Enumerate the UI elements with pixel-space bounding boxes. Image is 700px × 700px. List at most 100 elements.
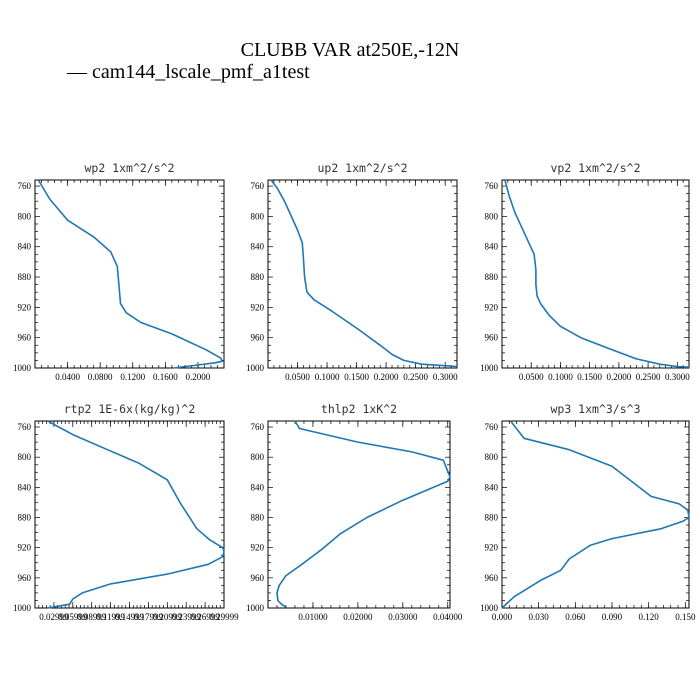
y-tick-label: 880: [251, 513, 265, 523]
panel-title: vp2 1xm^2/s^2: [550, 161, 640, 175]
y-tick-label: 880: [485, 513, 499, 523]
x-tick-label: 0.2500: [403, 372, 428, 382]
x-tick-label: 0.3000: [433, 372, 458, 382]
y-tick-label: 1000: [246, 363, 265, 373]
y-tick-label: 920: [485, 543, 499, 553]
x-tick-label: 0.11999: [96, 612, 125, 622]
plot-frame: [267, 420, 451, 609]
y-tick-label: 840: [18, 482, 32, 492]
panels-group: wp2 1xm^2/s^2 760 800 840 880 920 960 1000 0.040…: [13, 161, 696, 622]
panel-1: wp2 1xm^2/s^2 760 800 840 880 920 960 1000 0.040…: [13, 161, 225, 382]
x-tick-label: 0.0400: [55, 372, 80, 382]
y-tick-label: 920: [18, 543, 32, 553]
x-tick-label: 0.2500: [636, 372, 661, 382]
y-tick-label: 960: [18, 333, 32, 343]
y-tick-label: 760: [18, 181, 32, 191]
x-tick-label: 0.2000: [186, 372, 211, 382]
panel-2: up2 1xm^2/s^2 760 800 840 880 920 960 1000 0.050…: [246, 161, 458, 382]
panel-title: up2 1xm^2/s^2: [317, 161, 407, 175]
y-tick-label: 800: [251, 211, 265, 221]
x-tick-label: 0.2000: [607, 372, 632, 382]
y-tick-label: 760: [251, 422, 265, 432]
plot-frame: [34, 179, 225, 369]
x-tick-label: 0.03000: [388, 612, 418, 622]
series-line: [270, 179, 458, 368]
x-tick-label: 0.1500: [577, 372, 602, 382]
x-tick-label: 0.2000: [374, 372, 399, 382]
y-tick-label: 760: [485, 422, 499, 432]
y-tick-label: 840: [251, 482, 265, 492]
x-tick-label: 0.120: [639, 612, 660, 622]
series-line: [37, 179, 224, 369]
y-tick-label: 1000: [13, 603, 32, 613]
y-tick-label: 1000: [246, 603, 265, 613]
x-tick-label: 0.1000: [315, 372, 340, 382]
y-tick-label: 960: [18, 573, 32, 583]
y-tick-label: 960: [485, 333, 499, 343]
y-tick-label: 880: [18, 272, 32, 282]
y-tick-label: 840: [251, 242, 265, 252]
y-tick-label: 880: [485, 272, 499, 282]
x-tick-label: 0.0800: [88, 372, 113, 382]
x-tick-label: 0.04000: [433, 612, 463, 622]
x-tick-label: 0.17999: [134, 612, 164, 622]
y-tick-label: 760: [485, 181, 499, 191]
x-tick-label: 0.1200: [120, 372, 145, 382]
plot-frame: [267, 179, 458, 369]
x-tick-label: 0.0500: [285, 372, 310, 382]
figure-legend: — cam144_lscale_pmf_a1test: [66, 61, 310, 83]
plot-frame: [501, 420, 690, 609]
panel-title: wp3 1xm^3/s^3: [550, 402, 640, 416]
x-tick-label: 0.090: [602, 612, 623, 622]
y-tick-label: 800: [18, 211, 32, 221]
y-tick-label: 800: [485, 452, 499, 462]
x-tick-label: 0.000: [492, 612, 513, 622]
x-tick-label: 0.14999: [115, 612, 145, 622]
panel-6: wp3 1xm^3/s^3 760 800 840 880 920 960 10000.000…: [480, 402, 696, 622]
y-tick-label: 760: [18, 422, 32, 432]
x-tick-label: 0.02000: [343, 612, 373, 622]
x-tick-label: 0.0500: [519, 372, 544, 382]
x-tick-label: 0.05999: [58, 612, 88, 622]
y-tick-label: 800: [485, 211, 499, 221]
x-tick-label: 0.3000: [665, 372, 690, 382]
y-tick-label: 760: [251, 181, 265, 191]
x-tick-label: 0.1000: [548, 372, 573, 382]
x-tick-label: 0.060: [565, 612, 586, 622]
y-tick-label: 920: [251, 302, 265, 312]
panel-title: wp2 1xm^2/s^2: [84, 161, 174, 175]
series-line: [501, 420, 690, 609]
panel-title: rtp2 1E-6x(kg/kg)^2: [64, 402, 196, 416]
x-tick-label: 0.030: [529, 612, 550, 622]
y-tick-label: 880: [251, 272, 265, 282]
x-tick-label: 0.29999: [209, 612, 239, 622]
y-tick-label: 840: [485, 482, 499, 492]
series-line: [276, 420, 451, 608]
y-tick-label: 1000: [13, 363, 32, 373]
y-tick-label: 800: [251, 452, 265, 462]
y-tick-label: 800: [18, 452, 32, 462]
plot-frame: [501, 179, 690, 369]
x-tick-label: 0.23999: [172, 612, 202, 622]
x-tick-label: 0.1600: [153, 372, 178, 382]
x-tick-label: 0.08999: [77, 612, 107, 622]
x-tick-label: 0.02999: [39, 612, 69, 622]
figure-title: CLUBB VAR at250E,-12N: [241, 39, 460, 61]
x-tick-label: 0.01000: [298, 612, 328, 622]
x-tick-label: 0.20999: [153, 612, 183, 622]
y-tick-label: 920: [18, 302, 32, 312]
y-tick-label: 920: [485, 302, 499, 312]
series-line: [504, 179, 690, 368]
y-tick-label: 960: [251, 333, 265, 343]
panel-title: thlp2 1xK^2: [321, 402, 397, 416]
y-tick-label: 960: [251, 573, 265, 583]
panel-4: rtp2 1E-6x(kg/kg)^2 760 800 840 880 920 960 100…: [13, 402, 239, 622]
panel-5: thlp2 1xK^2 760 800 840 880 920 960 1000 0.01000…: [246, 402, 463, 622]
y-tick-label: 880: [18, 513, 32, 523]
y-tick-label: 960: [485, 573, 499, 583]
panel-3: vp2 1xm^2/s^2 760 800 840 880 920 960 1000 0.050…: [480, 161, 690, 382]
series-line: [47, 420, 225, 609]
x-tick-label: 0.1500: [344, 372, 369, 382]
x-tick-label: 0.26999: [190, 612, 220, 622]
